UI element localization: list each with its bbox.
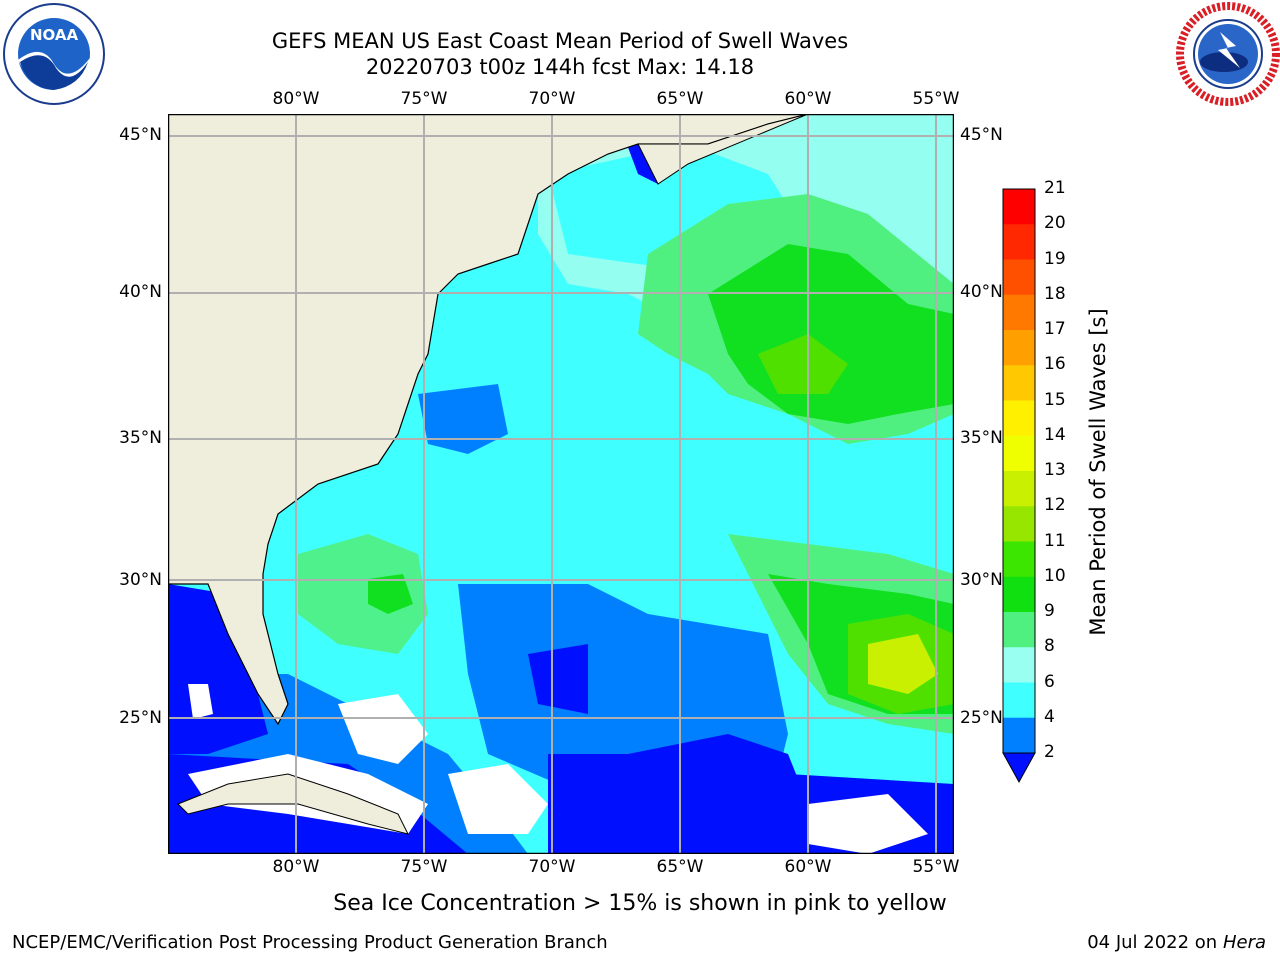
colorbar-bin <box>1003 259 1035 296</box>
contour-10-11-ne <box>708 244 954 424</box>
sea-ice-caption: Sea Ice Concentration > 15% is shown in … <box>333 891 947 916</box>
colorbar-tick-label: 9 <box>1044 601 1055 621</box>
colorbar-bin <box>1003 471 1035 507</box>
colorbar <box>1002 188 1036 784</box>
mask-hispaniola <box>448 764 548 834</box>
mask-bahamas <box>338 694 428 764</box>
colorbar-ticks: 21 20 19 18 17 16 15 14 13 12 11 10 9 8 6 4 2 <box>1044 178 1104 778</box>
colorbar-tick-label: 13 <box>1044 460 1066 480</box>
colorbar-tick-label: 21 <box>1044 178 1066 198</box>
mask-gulf-spots <box>188 684 213 719</box>
footer-branch: NCEP/EMC/Verification Post Processing Pr… <box>12 932 608 953</box>
colorbar-bin <box>1003 435 1035 472</box>
lon-label-bottom-75w: 75°W <box>400 857 448 877</box>
footer-host: Hera <box>1222 932 1266 953</box>
colorbar-tick-label: 6 <box>1044 671 1055 692</box>
colorbar-tick-label: 14 <box>1044 424 1066 445</box>
contour-2-4-se <box>528 644 588 714</box>
colorbar-bin <box>1003 506 1035 542</box>
colorbar-bin <box>1003 189 1035 225</box>
colorbar-tick-label: 18 <box>1044 283 1066 304</box>
colorbar-bin <box>1003 682 1035 719</box>
map-panel <box>167 113 955 855</box>
contour-9-10-fl <box>298 534 428 654</box>
colorbar-tick-label: 11 <box>1044 530 1066 551</box>
colorbar-tick-label: 12 <box>1044 495 1066 516</box>
nws-logo-icon <box>1176 2 1280 106</box>
noaa-logo-icon: NOAA <box>2 2 106 106</box>
colorbar-bin <box>1003 330 1035 366</box>
colorbar-tick-label: 19 <box>1044 248 1066 269</box>
grid-lines <box>168 114 954 854</box>
colorbar-tick-label: 10 <box>1044 565 1066 586</box>
colorbar-tick-label: 17 <box>1044 319 1066 339</box>
lon-label-top-75w: 75°W <box>400 89 448 109</box>
colorbar-bin <box>1003 294 1035 331</box>
mask-east-islands <box>808 794 928 854</box>
colorbar-bin <box>1003 576 1035 613</box>
lat-label-left-35n: 35°N <box>119 428 162 448</box>
lat-label-left-45n: 45°N <box>119 125 162 145</box>
colorbar-bin <box>1003 541 1035 578</box>
lon-label-bottom-80w: 80°W <box>272 857 320 877</box>
lon-label-top-65w: 65°W <box>656 89 704 109</box>
colorbar-tick-label: 8 <box>1044 636 1055 657</box>
map-frame <box>167 113 955 855</box>
contour-2-4-s <box>548 734 808 854</box>
lat-label-left-30n: 30°N <box>119 570 162 590</box>
colorbar-bin <box>1003 612 1035 648</box>
colorbar-frame <box>1002 188 1036 754</box>
colorbar-bin <box>1003 647 1035 683</box>
colorbar-tick-label: 4 <box>1044 706 1055 727</box>
lon-label-bottom-70w: 70°W <box>528 857 576 877</box>
lon-label-top-70w: 70°W <box>528 89 576 109</box>
colorbar-bin <box>1003 400 1035 437</box>
contour-4-6-west <box>418 384 508 454</box>
colorbar-tick-label: 2 <box>1044 742 1055 762</box>
lat-label-right-30n: 30°N <box>960 570 1003 590</box>
footer-date: 04 Jul 2022 on Hera <box>1087 932 1266 953</box>
lon-label-bottom-55w: 55°W <box>912 857 960 877</box>
colorbar-bin <box>1003 717 1035 753</box>
lon-label-top-60w: 60°W <box>784 89 832 109</box>
lat-label-right-40n: 40°N <box>960 282 1003 302</box>
lon-label-bottom-60w: 60°W <box>784 857 832 877</box>
colorbar-label: Mean Period of Swell Waves [s] <box>1086 308 1110 636</box>
colorbar-tick-label: 16 <box>1044 354 1066 375</box>
lat-label-left-40n: 40°N <box>119 282 162 302</box>
lat-label-right-35n: 35°N <box>960 428 1003 448</box>
contour-13-14-se <box>868 634 938 694</box>
lat-label-left-25n: 25°N <box>119 708 162 728</box>
contour-10-11-fl <box>368 574 413 614</box>
land-cuba <box>177 773 409 835</box>
colorbar-extend-arrow <box>1002 752 1036 784</box>
colorbar-tick-label: 20 <box>1044 213 1066 234</box>
lat-label-right-45n: 45°N <box>960 125 1003 145</box>
lat-label-right-25n: 25°N <box>960 708 1003 728</box>
chart-subtitle: 20220703 t00z 144h fcst Max: 14.18 <box>365 55 755 79</box>
contour-11-12-ne <box>758 334 848 394</box>
lon-label-bottom-65w: 65°W <box>656 857 704 877</box>
colorbar-bin <box>1003 224 1035 260</box>
footer-date-text: 04 Jul 2022 on <box>1087 932 1223 953</box>
chart-title: GEFS MEAN US East Coast Mean Period of S… <box>271 29 849 53</box>
noaa-logo-text: NOAA <box>30 26 79 44</box>
lon-label-top-80w: 80°W <box>272 89 320 109</box>
lon-label-top-55w: 55°W <box>912 89 960 109</box>
colorbar-tick-label: 15 <box>1044 389 1066 410</box>
colorbar-bin <box>1003 365 1035 401</box>
